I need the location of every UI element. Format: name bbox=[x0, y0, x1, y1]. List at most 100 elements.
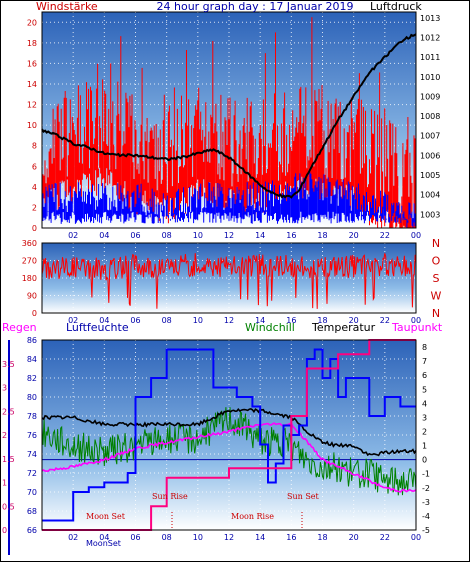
x-tick-label: 20 bbox=[349, 316, 359, 325]
humidity-tick-label: 86 bbox=[27, 336, 37, 345]
x-tick-label: 02 bbox=[68, 533, 78, 542]
y-right-tick-label: 1005 bbox=[420, 171, 440, 180]
x-tick-label: 16 bbox=[286, 316, 296, 325]
humidity-tick-label: 84 bbox=[27, 355, 37, 364]
temp-tick-label: 3 bbox=[422, 413, 427, 422]
x-tick-label: 22 bbox=[380, 231, 390, 240]
x-tick-label: 08 bbox=[162, 231, 172, 240]
x-tick-label: 04 bbox=[99, 316, 109, 325]
humidity-tick-label: 78 bbox=[27, 412, 37, 421]
x-tick-label: 16 bbox=[286, 533, 296, 542]
x-tick-label: 10 bbox=[193, 533, 203, 542]
x-tick-label: 08 bbox=[162, 533, 172, 542]
luftfeuchte-label: Luftfeuchte bbox=[66, 321, 129, 334]
y-right-tick-label: 1009 bbox=[420, 92, 440, 101]
series-layer bbox=[8, 17, 417, 555]
rain-tick-label: 1 bbox=[2, 479, 7, 488]
humidity-series bbox=[42, 348, 416, 522]
y-right-tick-label: 1013 bbox=[420, 14, 440, 23]
x-tick-label: 16 bbox=[286, 231, 296, 240]
x-tick-label: 06 bbox=[130, 316, 140, 325]
sun-rise-note: Sun Rise bbox=[152, 492, 188, 501]
x-tick-label: 22 bbox=[380, 533, 390, 542]
x-tick-label: 04 bbox=[99, 231, 109, 240]
x-tick-label: 18 bbox=[317, 533, 327, 542]
y-right-tick-label: 1006 bbox=[420, 151, 440, 160]
y-left-tick-label: 20 bbox=[27, 18, 37, 27]
rain-tick-label: 1.5 bbox=[2, 455, 15, 464]
humidity-tick-label: 76 bbox=[27, 431, 37, 440]
climate-plot-area bbox=[42, 340, 416, 530]
y-right-tick-label: 1008 bbox=[420, 112, 440, 121]
compass-tick-label: S bbox=[433, 272, 440, 285]
x-tick-label: 02 bbox=[68, 316, 78, 325]
x-tick-label: 12 bbox=[224, 533, 234, 542]
temperatur-label: Temperatur bbox=[311, 321, 376, 334]
x-tick-label: 20 bbox=[349, 533, 359, 542]
panel-2-frame bbox=[41, 242, 417, 314]
rain-tick-label: 3 bbox=[2, 384, 7, 393]
luftdruck-label: Luftdruck bbox=[370, 0, 422, 13]
temp-tick-label: -5 bbox=[422, 526, 430, 535]
compass-tick-label: N bbox=[432, 307, 440, 320]
x-tick-label: 02 bbox=[68, 231, 78, 240]
y-left-tick-label: 360 bbox=[22, 239, 37, 248]
y-left-tick-label: 8 bbox=[32, 142, 37, 151]
moon-rise-note: Moon Rise bbox=[231, 512, 274, 521]
compass-tick-label: O bbox=[432, 255, 441, 268]
humidity-tick-label: 66 bbox=[27, 526, 37, 535]
taupunkt-label: Taupunkt bbox=[391, 321, 443, 334]
x-tick-label: 14 bbox=[255, 316, 265, 325]
y-left-tick-label: 10 bbox=[27, 121, 37, 130]
x-tick-label: 22 bbox=[380, 316, 390, 325]
x-tick-label: 20 bbox=[349, 231, 359, 240]
pressure-series bbox=[41, 33, 417, 199]
dewpoint-series bbox=[41, 422, 417, 493]
rain-tick-label: 0.5 bbox=[2, 502, 15, 511]
wind-direction-series bbox=[41, 253, 417, 309]
panel-3-frame bbox=[41, 339, 417, 531]
y-right-tick-label: 1003 bbox=[420, 210, 440, 219]
y-left-tick-label: 16 bbox=[27, 59, 37, 68]
y-left-tick-label: 6 bbox=[32, 162, 37, 171]
temp-tick-label: -2 bbox=[422, 484, 430, 493]
panel-1-frame bbox=[41, 11, 417, 229]
x-tick-label: 14 bbox=[255, 231, 265, 240]
x-tick-label: 10 bbox=[193, 316, 203, 325]
x-tick-label: 18 bbox=[317, 231, 327, 240]
rain-tick-label: 3.5 bbox=[2, 360, 15, 369]
temp-tick-label: 6 bbox=[422, 371, 427, 380]
temp-tick-label: -3 bbox=[422, 498, 430, 507]
y-right-tick-label: 1012 bbox=[420, 34, 440, 43]
wind-direction-plot-area bbox=[42, 243, 416, 313]
y-left-tick-label: 4 bbox=[32, 183, 37, 192]
sun-set-note: Sun Set bbox=[287, 492, 320, 501]
compass-tick-label: N bbox=[432, 237, 440, 250]
humidity-tick-label: 70 bbox=[27, 488, 37, 497]
temp-tick-label: 1 bbox=[422, 442, 427, 451]
y-left-tick-label: 0 bbox=[32, 309, 37, 318]
temp-tick-label: 5 bbox=[422, 385, 427, 394]
moonset-axis-note: MoonSet bbox=[86, 539, 121, 548]
temp-tick-label: 7 bbox=[422, 357, 427, 366]
humidity-tick-label: 72 bbox=[27, 469, 37, 478]
x-tick-label: 00 bbox=[411, 231, 421, 240]
x-tick-label: 06 bbox=[130, 533, 140, 542]
temp-tick-label: 4 bbox=[422, 399, 427, 408]
x-tick-label: 14 bbox=[255, 533, 265, 542]
y-left-tick-label: 180 bbox=[22, 274, 37, 283]
rain-tick-label: 2 bbox=[2, 431, 7, 440]
regen-label: Regen bbox=[2, 321, 37, 334]
humidity-tick-label: 68 bbox=[27, 507, 37, 516]
y-left-tick-label: 0 bbox=[32, 224, 37, 233]
humidity-tick-label: 80 bbox=[27, 393, 37, 402]
y-left-tick-label: 14 bbox=[27, 80, 37, 89]
moon-set-note: Moon Set bbox=[86, 512, 126, 521]
windchill-label: Windchill bbox=[245, 321, 295, 334]
y-right-tick-label: 1004 bbox=[420, 191, 440, 200]
y-left-tick-label: 270 bbox=[22, 257, 37, 266]
rain-tick-label: 0 bbox=[2, 526, 7, 535]
temp-tick-label: 8 bbox=[422, 343, 427, 352]
y-left-tick-label: 18 bbox=[27, 39, 37, 48]
